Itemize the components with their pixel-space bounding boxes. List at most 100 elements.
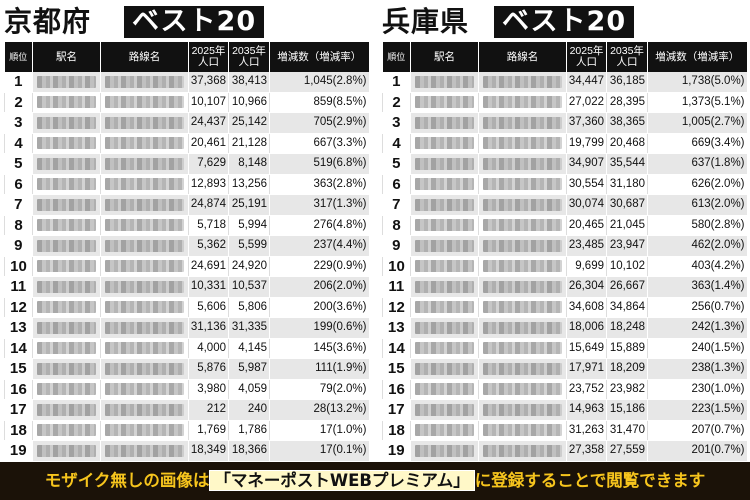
table-row: 10 24,691 24,920 229(0.9%) (4, 256, 369, 277)
change-cell: 403(4.2%) (647, 256, 747, 277)
table-row: 7 30,074 30,687 613(2.0%) (382, 194, 747, 216)
change-cell: 1,738(5.0%) (647, 72, 747, 93)
mosaic-redaction (37, 239, 96, 252)
header-rank: 順位 (382, 42, 411, 72)
line-cell-mosaic (478, 72, 567, 93)
line-cell-mosaic (100, 72, 189, 93)
change-cell: 363(2.8%) (269, 174, 369, 195)
table-row: 14 15,649 15,889 240(1.5%) (382, 338, 747, 359)
table-row: 17 212 240 28(13.2%) (4, 399, 369, 421)
mosaic-redaction (415, 280, 474, 293)
line-cell-mosaic (478, 153, 567, 175)
table-row: 15 17,971 18,209 238(1.3%) (382, 358, 747, 380)
change-cell: 206(2.0%) (269, 276, 369, 298)
table-row: 11 26,304 26,667 363(1.4%) (382, 276, 747, 298)
change-cell: 626(2.0%) (647, 174, 747, 195)
pop-2025-cell: 12,893 (188, 174, 229, 195)
mosaic-redaction (483, 424, 562, 437)
change-cell: 669(3.4%) (647, 133, 747, 154)
station-cell-mosaic (32, 317, 101, 339)
pop-2025-cell: 1,769 (188, 420, 229, 441)
change-cell: 111(1.9%) (269, 358, 369, 380)
change-cell: 28(13.2%) (269, 399, 369, 421)
line-cell-mosaic (478, 112, 567, 134)
pop-2035-cell: 27,559 (606, 440, 648, 462)
ranking-table: 順位 駅名 路線名 2025年 人口 2035年 人口 増減数（増減率） 1 37,3… (4, 42, 369, 482)
pop-2025-cell: 24,437 (188, 112, 229, 134)
line-cell-mosaic (100, 379, 189, 400)
mosaic-redaction (483, 116, 562, 129)
mosaic-redaction (37, 403, 96, 416)
station-cell-mosaic (410, 399, 479, 421)
pop-2025-cell: 15,649 (566, 338, 607, 359)
pop-2025-cell: 31,263 (566, 420, 607, 441)
table-row: 13 18,006 18,248 242(1.3%) (382, 317, 747, 339)
header-change: 増減数（増減率） (647, 42, 747, 72)
station-cell-mosaic (410, 215, 479, 236)
pop-2035-cell: 15,889 (606, 338, 648, 359)
change-cell: 276(4.8%) (269, 215, 369, 236)
pop-2025-cell: 5,606 (188, 297, 229, 318)
line-cell-mosaic (100, 358, 189, 380)
rank-cell: 3 (4, 112, 33, 134)
pop-2025-cell: 18,349 (188, 440, 229, 462)
change-cell: 519(6.8%) (269, 153, 369, 175)
change-cell: 229(0.9%) (269, 256, 369, 277)
premium-link[interactable]: 「マネーポストWEBプレミアム」 (209, 470, 475, 491)
line-cell-mosaic (100, 215, 189, 236)
change-cell: 1,373(5.1%) (647, 92, 747, 113)
table-row: 9 5,362 5,599 237(4.4%) (4, 235, 369, 257)
pop-2035-cell: 18,209 (606, 358, 648, 380)
rank-cell: 18 (382, 420, 411, 441)
station-cell-mosaic (32, 194, 101, 216)
panel-badge: ベスト20 (494, 6, 635, 38)
mosaic-redaction (105, 116, 184, 129)
change-cell: 1,045(2.8%) (269, 72, 369, 93)
mosaic-redaction (483, 362, 562, 375)
table-row: 13 31,136 31,335 199(0.6%) (4, 317, 369, 339)
line-cell-mosaic (478, 338, 567, 359)
pop-2035-cell: 21,128 (228, 133, 270, 154)
mosaic-redaction (105, 137, 184, 150)
change-cell: 363(1.4%) (647, 276, 747, 298)
pop-2035-cell: 21,045 (606, 215, 648, 236)
mosaic-redaction (483, 239, 562, 252)
pop-2025-cell: 212 (188, 399, 229, 421)
pop-2035-cell: 26,667 (606, 276, 648, 298)
mosaic-redaction (105, 424, 184, 437)
table-row: 4 19,799 20,468 669(3.4%) (382, 133, 747, 154)
line-cell-mosaic (478, 92, 567, 113)
header-pop-2035: 2035年 人口 (228, 42, 270, 72)
mosaic-redaction (483, 198, 562, 211)
station-cell-mosaic (410, 235, 479, 257)
mosaic-redaction (105, 403, 184, 416)
header-line: 路線名 (100, 42, 189, 72)
header-station: 駅名 (32, 42, 101, 72)
footer-banner: モザイク無しの画像は 「マネーポストWEBプレミアム」 に登録することで閲覧できます (0, 462, 750, 500)
pop-2035-cell: 36,185 (606, 72, 648, 93)
mosaic-redaction (415, 444, 474, 457)
mosaic-redaction (105, 260, 184, 273)
rank-cell: 19 (4, 440, 33, 462)
pop-2025-cell: 37,368 (188, 72, 229, 93)
mosaic-redaction (483, 403, 562, 416)
mosaic-redaction (415, 157, 474, 170)
rank-cell: 14 (382, 338, 411, 359)
pop-2025-cell: 37,360 (566, 112, 607, 134)
station-cell-mosaic (410, 112, 479, 134)
mosaic-redaction (483, 137, 562, 150)
mosaic-redaction (105, 239, 184, 252)
rank-cell: 16 (4, 379, 33, 400)
station-cell-mosaic (32, 440, 101, 462)
mosaic-redaction (105, 383, 184, 396)
station-cell-mosaic (410, 92, 479, 113)
rank-cell: 1 (382, 72, 411, 93)
change-cell: 207(0.7%) (647, 420, 747, 441)
station-cell-mosaic (410, 420, 479, 441)
pop-2025-cell: 23,752 (566, 379, 607, 400)
table-row: 15 5,876 5,987 111(1.9%) (4, 358, 369, 380)
mosaic-redaction (105, 342, 184, 355)
rank-cell: 10 (382, 256, 411, 277)
footer-suffix: に登録することで閲覧できます (474, 471, 706, 490)
change-cell: 256(0.7%) (647, 297, 747, 318)
